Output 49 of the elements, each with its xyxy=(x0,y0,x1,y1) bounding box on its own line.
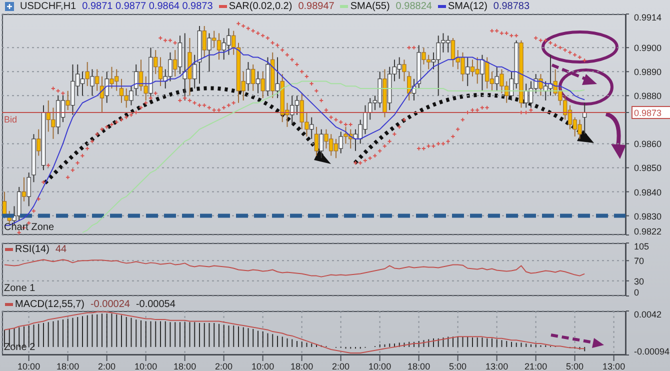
y-tick-label: 0.9914 xyxy=(634,12,662,22)
x-tick-label: 2:00 xyxy=(215,361,233,371)
x-tick-label: 21:00 xyxy=(524,361,548,371)
annotation: Zone 2 xyxy=(4,342,36,353)
x-tick-label: 13:00 xyxy=(486,361,508,371)
y-tick-label: 0.9890 xyxy=(634,67,662,78)
y-tick-label: -0.00094 xyxy=(634,346,670,356)
y-tick-label: 0.9850 xyxy=(634,163,662,174)
y-tick-label: 0.9860 xyxy=(634,139,662,150)
x-tick-label: 10:00 xyxy=(252,361,274,371)
x-tick-label: 2:00 xyxy=(98,361,116,371)
y-tick-label: 0.9830 xyxy=(634,211,662,222)
x-tick-label: 2:00 xyxy=(332,361,350,371)
x-tick-label: 18:00 xyxy=(408,361,430,371)
y-tick-label: 0.9873 xyxy=(634,108,662,118)
annotation: 44 xyxy=(55,244,67,255)
x-tick-label: 18:00 xyxy=(56,361,80,371)
y-tick-label: 70 xyxy=(634,256,644,266)
legend-label: MACD(12,55,7) xyxy=(15,299,84,310)
legend-label: SMA(55) xyxy=(350,1,390,12)
x-tick-label: 10:00 xyxy=(134,361,158,371)
text: -0.00054 xyxy=(136,299,176,310)
y-tick-label: 0.9880 xyxy=(634,91,662,102)
x-tick-label: 13:00 xyxy=(602,361,626,371)
y-tick-label: 0.9840 xyxy=(634,187,662,198)
text: 0.98947 xyxy=(298,1,334,12)
annotation: Zone 1 xyxy=(4,283,36,294)
text: -0.00024 xyxy=(90,299,130,310)
y-tick-label: 0.0042 xyxy=(634,310,662,320)
legend-label: SAR(0.02,0.2) xyxy=(228,1,292,12)
ref-line-label: Bid xyxy=(4,114,18,124)
text: 0.98824 xyxy=(396,1,432,12)
y-tick-label: 105 xyxy=(634,242,650,252)
x-tick-label: 5:00 xyxy=(449,361,467,371)
y-tick-label: 0.9900 xyxy=(634,43,662,54)
y-tick-label: 30 xyxy=(634,276,644,286)
x-tick-label: 18:00 xyxy=(174,361,196,371)
x-tick-label: 18:00 xyxy=(290,361,314,371)
x-tick-label: 10:00 xyxy=(18,361,40,371)
annotation: Chart Zone xyxy=(4,222,54,233)
legend-label: RSI(14) xyxy=(15,244,50,255)
y-tick-label: 0 xyxy=(634,288,640,298)
x-tick-label: 10:00 xyxy=(368,361,392,371)
x-tick-label: 5:00 xyxy=(566,361,584,371)
chart-title: USDCHF,H1 xyxy=(20,1,76,12)
legend-label: SMA(12) xyxy=(448,1,488,12)
y-tick-label: 0.9822 xyxy=(634,226,662,236)
chart-subtitle: 0.9871 0.9877 0.9864 0.9873 xyxy=(82,1,213,12)
text: 0.98783 xyxy=(493,1,530,12)
